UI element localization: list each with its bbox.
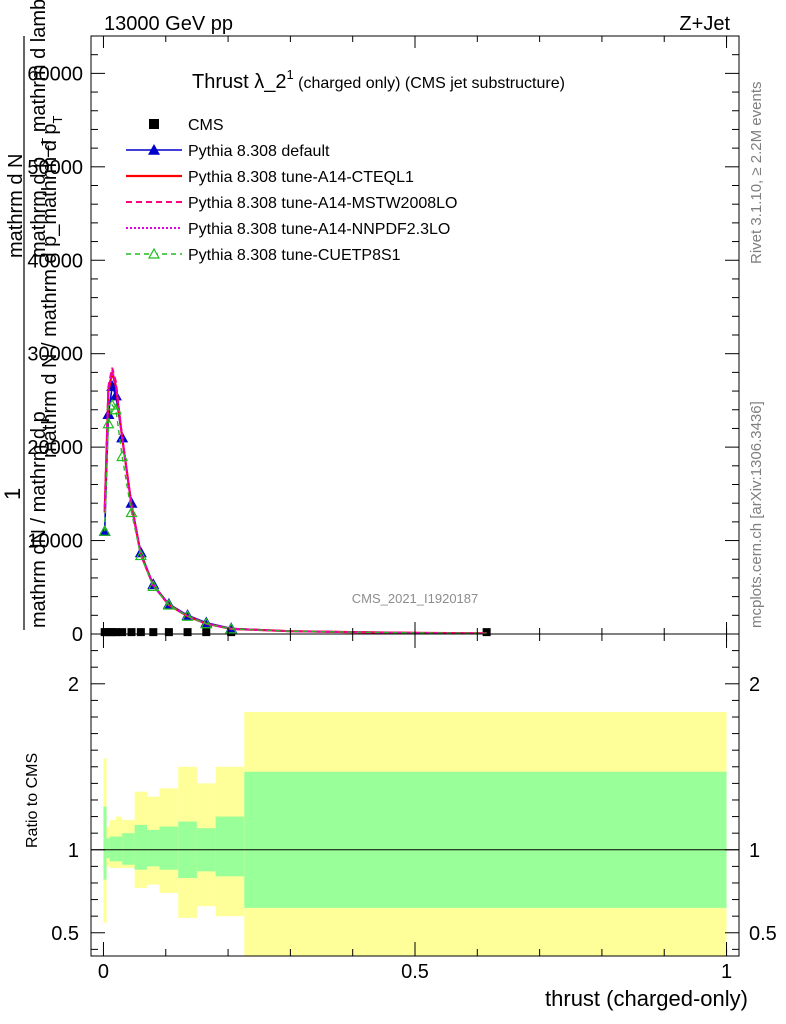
plot-title-main: Thrust λ_2 xyxy=(192,71,286,93)
legend-entry-label: Pythia 8.308 default xyxy=(188,143,330,160)
legend-entry-label: Pythia 8.308 tune-A14-NNPDF2.3LO xyxy=(188,221,450,238)
ratio-band-inner xyxy=(115,836,123,862)
main-ytick-label: 30000 xyxy=(27,344,83,366)
series-marker-5 xyxy=(102,417,115,429)
ratio-y-label: Ratio to CMS xyxy=(24,753,41,848)
main-ytick-label: 0 xyxy=(72,624,83,646)
ratio-panel: 0.5 0.5 1 1 2 2 0 0.5 1 Ratio to CMS xyxy=(24,633,777,983)
series-marker-5 xyxy=(125,506,138,518)
ylabel-line2-sub: T xyxy=(39,138,54,146)
ylabel-denominator-2: mathrm d N / mathrm d p_mathrm d pT xyxy=(39,115,65,458)
main-ytick-label: 50000 xyxy=(27,157,83,179)
ratio-axis-ticks: 0.5 0.5 1 1 2 2 0 0.5 1 xyxy=(51,634,777,983)
header-right: Z+Jet xyxy=(679,13,730,35)
main-ytick-label: 60000 xyxy=(27,63,83,85)
legend: CMS Pythia 8.308 default Pythia 8.308 tune… xyxy=(126,117,457,264)
main-ytick-label: 10000 xyxy=(27,531,83,553)
series-marker-5 xyxy=(106,398,119,410)
main-series-layer xyxy=(98,367,491,637)
series-marker-5 xyxy=(181,610,194,621)
data-point-cms xyxy=(118,628,127,637)
ylabel-line2-part-a: mathrm d p_ xyxy=(28,145,50,258)
ylabel-line2: mathrm d p_T mathrm d lambda xyxy=(28,0,54,258)
data-point-cms xyxy=(202,628,211,637)
ratio-xtick-label: 0.5 xyxy=(401,961,429,983)
plot-title-sub: (charged only) (CMS jet substructure) xyxy=(294,75,565,92)
legend-entry-label: Pythia 8.308 tune-A14-CTEQL1 xyxy=(188,169,414,186)
main-ytick-label: 40000 xyxy=(27,250,83,272)
ratio-ytick-label-right: 1 xyxy=(749,840,760,862)
legend-marker-triangle xyxy=(148,144,160,155)
series-marker-5 xyxy=(162,598,175,610)
series-marker-5 xyxy=(134,549,147,561)
series-marker-5 xyxy=(147,580,160,591)
ylabel-one: 1 xyxy=(0,488,25,500)
plot-title-sup: 1 xyxy=(286,67,293,82)
rivet-version-label: Rivet 3.1.10, ≥ 2.2M events xyxy=(748,82,765,265)
ratio-ytick-label-right: 0.5 xyxy=(749,923,777,945)
series-marker-5 xyxy=(225,622,238,634)
analysis-watermark: CMS_2021_I1920187 xyxy=(352,591,479,606)
ratio-band-inner xyxy=(122,833,135,865)
legend-entry-label: CMS xyxy=(188,117,224,134)
data-point-cms xyxy=(149,628,158,637)
legend-marker-square xyxy=(149,119,159,129)
main-panel: 0 10000 20000 30000 40000 50000 60000 Thrust λ… xyxy=(27,35,740,646)
ratio-band-inner xyxy=(159,826,179,870)
header-left: 13000 GeV pp xyxy=(104,13,233,35)
x-axis-label: thrust (charged-only) xyxy=(545,986,748,1011)
data-point-cms xyxy=(482,628,491,637)
mcplots-label: mcplots.cern.ch [arXiv:1306.3436] xyxy=(748,401,765,628)
ratio-xtick-label: 0 xyxy=(98,961,109,983)
ratio-band-inner xyxy=(147,829,160,867)
legend-entry-label: Pythia 8.308 tune-A14-MSTW2008LO xyxy=(188,195,457,212)
data-point-cms xyxy=(164,628,173,637)
plot-title: Thrust λ_21 (charged only) (CMS jet subs… xyxy=(192,67,565,93)
data-point-cms xyxy=(127,628,136,637)
series-marker-5 xyxy=(109,403,122,415)
ratio-band-inner xyxy=(109,836,116,862)
main-axis-ticks: 0 10000 20000 30000 40000 50000 60000 xyxy=(27,36,739,646)
series-marker-5 xyxy=(116,450,129,462)
series-marker-5 xyxy=(200,617,213,629)
ylabel-denom2-text: mathrm d N / mathrm d p_mathrm d p xyxy=(39,123,61,458)
ratio-ytick-label-right: 2 xyxy=(749,674,760,696)
ylabel-denominator: mathrm dN / mathrm d p xyxy=(28,411,50,628)
ratio-band-inner xyxy=(244,771,727,908)
ratio-ytick-label-left: 1 xyxy=(68,840,79,862)
main-ytick-label: 20000 xyxy=(27,437,83,459)
legend-marker-open-triangle xyxy=(147,247,161,259)
ratio-ytick-label-left: 2 xyxy=(68,674,79,696)
data-point-cms xyxy=(183,628,192,637)
ylabel-line2-part-b: mathrm d lambda xyxy=(28,0,50,138)
main-y-axis-label: 1 mathrm d N mathrm d p_T mathrm d lambd… xyxy=(0,0,65,630)
ratio-band-inner xyxy=(134,824,148,870)
legend-entry-label: Pythia 8.308 tune-CUETP8S1 xyxy=(188,247,401,264)
ratio-xtick-label: 1 xyxy=(721,961,732,983)
series-marker-5 xyxy=(98,524,111,536)
ratio-bands-layer xyxy=(103,712,727,956)
ylabel-numerator: mathrm d N xyxy=(5,154,27,258)
ratio-band-inner xyxy=(215,816,245,877)
ratio-band-inner xyxy=(103,806,107,880)
ratio-ytick-label-left: 0.5 xyxy=(51,923,79,945)
data-point-cms xyxy=(111,628,120,637)
ratio-band-inner xyxy=(106,838,110,859)
data-point-cms xyxy=(136,628,145,637)
ylabel-denom2-sub: T xyxy=(50,115,65,123)
